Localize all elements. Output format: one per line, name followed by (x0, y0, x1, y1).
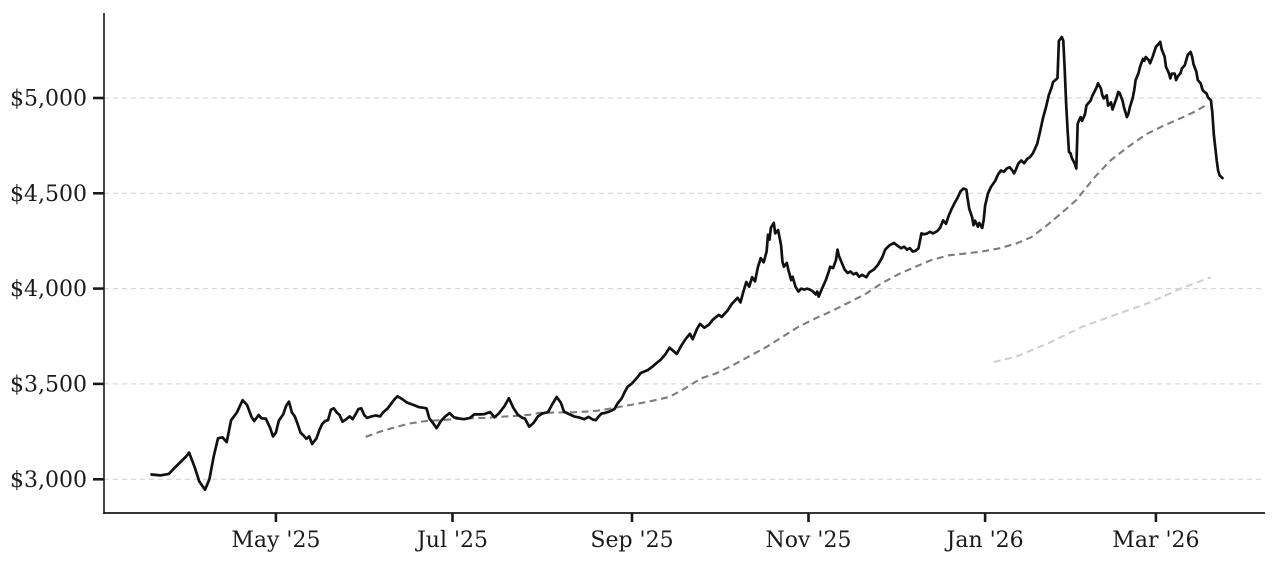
x-tick-label: Mar '26 (1112, 528, 1199, 553)
y-tick-label: $4,500 (10, 182, 87, 207)
x-tick-label: Jul '25 (415, 528, 488, 553)
x-tick-label: Jan '26 (945, 528, 1024, 553)
x-tick-label: Nov '25 (766, 528, 852, 553)
series-dashed-light-gray-line (993, 276, 1212, 364)
y-tick-label: $4,000 (10, 277, 87, 302)
y-tick-label: $3,500 (10, 372, 87, 397)
y-tick-label: $5,000 (10, 86, 87, 111)
x-tick-label: May '25 (231, 528, 320, 553)
x-tick-label: Sep '25 (590, 528, 673, 553)
series-dashed-gray-line (365, 104, 1206, 438)
y-tick-label: $3,000 (10, 468, 87, 493)
series-solid-black-line (150, 35, 1224, 492)
